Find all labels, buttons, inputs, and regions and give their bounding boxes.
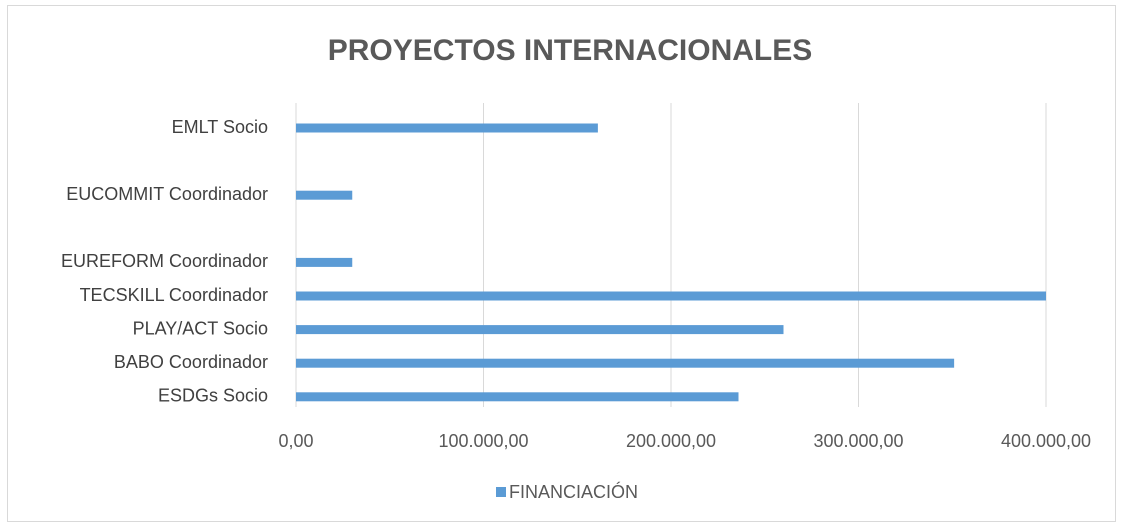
bar (296, 358, 955, 368)
bar (296, 392, 739, 402)
chart-border (7, 5, 1116, 522)
x-tick-label: 300.000,00 (813, 431, 903, 451)
y-tick-label: EUREFORM Coordinador (61, 251, 268, 271)
y-tick-label: PLAY/ACT Socio (133, 318, 268, 338)
y-tick-label: ESDGs Socio (158, 386, 268, 406)
bar (296, 257, 353, 267)
bar (296, 325, 784, 335)
bar (296, 291, 1046, 301)
legend-label: FINANCIACIÓN (509, 481, 638, 502)
y-tick-label: TECSKILL Coordinador (80, 285, 268, 305)
bar (296, 190, 353, 200)
y-tick-label: BABO Coordinador (114, 352, 268, 372)
legend-swatch (496, 487, 506, 497)
x-tick-label: 0,00 (278, 431, 313, 451)
y-tick-label: EUCOMMIT Coordinador (66, 184, 268, 204)
x-tick-label: 200.000,00 (626, 431, 716, 451)
x-tick-label: 400.000,00 (1001, 431, 1091, 451)
x-tick-label: 100.000,00 (438, 431, 528, 451)
bar (296, 123, 598, 133)
chart-title: PROYECTOS INTERNACIONALES (328, 34, 813, 67)
y-tick-label: EMLT Socio (172, 117, 268, 137)
